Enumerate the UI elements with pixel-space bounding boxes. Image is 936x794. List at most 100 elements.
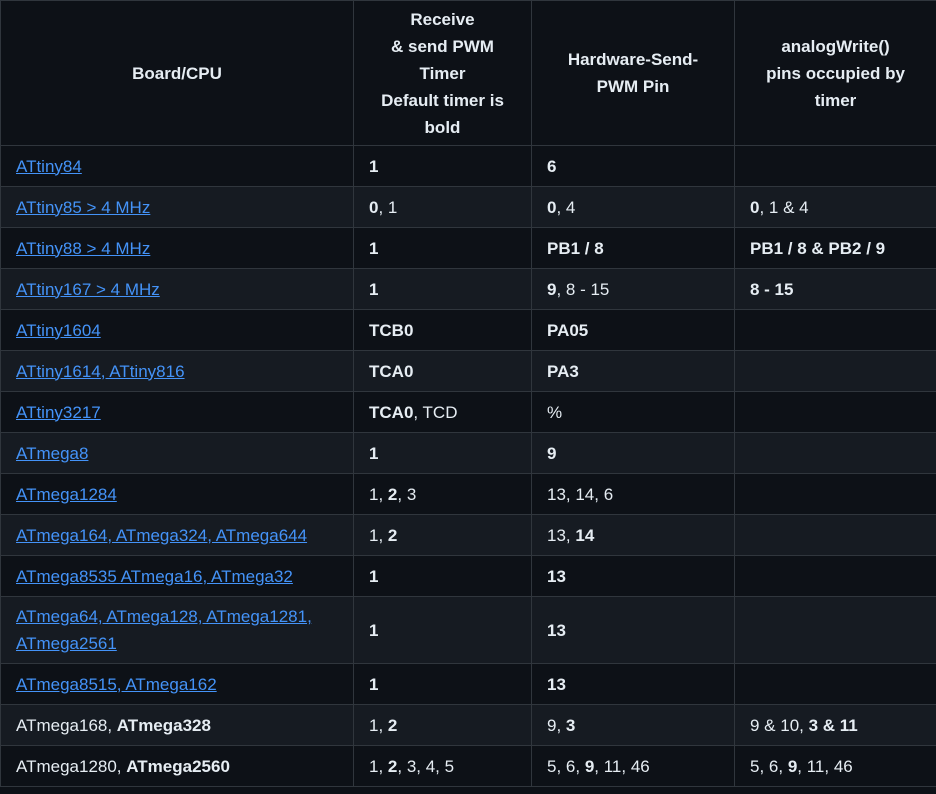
analogwrite-cell <box>734 514 936 556</box>
bold-value: 9 <box>547 279 557 299</box>
table-body: ATtiny84 1 6 ATtiny85 > 4 MHz 0, 1 0, 4 0, 1 &… <box>0 145 936 787</box>
timer-cell: 1 <box>353 596 532 664</box>
header-analogwrite: analogWrite() pins occupied by timer <box>734 0 936 146</box>
board-link[interactable]: ATtiny1614, ATtiny816 <box>16 361 185 381</box>
board-cell: ATtiny3217 <box>0 391 354 433</box>
bold-value: 1 <box>369 238 379 258</box>
value-text: , 1 <box>378 197 398 217</box>
value-text: ATmega168, <box>16 715 117 735</box>
bold-value: 9 <box>584 756 595 776</box>
analogwrite-cell <box>734 473 936 515</box>
timer-cell: 0, 1 <box>353 186 532 228</box>
pin-cell: 9 <box>531 432 735 474</box>
timer-cell: 1 <box>353 145 532 187</box>
table-row: ATmega1280, ATmega2560 1, 2, 3, 4, 5 5, 6,… <box>0 745 936 787</box>
board-link[interactable]: ATmega8535 ATmega16, ATmega32 <box>16 566 293 586</box>
value-text: , 8 - 15 <box>556 279 610 299</box>
bold-value: 3 & 11 <box>808 715 858 735</box>
bold-value: ATmega328 <box>116 715 211 735</box>
bold-value: 3 <box>565 715 576 735</box>
analogwrite-cell <box>734 596 936 664</box>
bold-value: 8 - 15 <box>750 279 794 299</box>
analogwrite-cell: 8 - 15 <box>734 268 936 310</box>
value-text: 13, 14, 6 <box>547 484 614 504</box>
board-cell: ATtiny84 <box>0 145 354 187</box>
analogwrite-cell: 9 & 10, 3 & 11 <box>734 704 936 746</box>
value-text: 1, <box>369 484 388 504</box>
table-row: ATmega8535 ATmega16, ATmega32 1 13 <box>0 555 936 597</box>
board-cell: ATmega164, ATmega324, ATmega644 <box>0 514 354 556</box>
board-link[interactable]: ATmega8 <box>16 443 89 463</box>
board-link[interactable]: ATmega164, ATmega324, ATmega644 <box>16 525 308 545</box>
bold-value: 2 <box>387 756 398 776</box>
value-text: , 1 & 4 <box>759 197 809 217</box>
board-cell: ATmega1280, ATmega2560 <box>0 745 354 787</box>
value-text: 5, 6, <box>547 756 585 776</box>
pin-cell: 9, 8 - 15 <box>531 268 735 310</box>
value-text: , TCD <box>413 402 458 422</box>
board-link[interactable]: ATtiny3217 <box>16 402 101 422</box>
value-text: 13, <box>547 525 576 545</box>
bold-value: 1 <box>369 566 379 586</box>
board-link[interactable]: ATtiny85 > 4 MHz <box>16 197 151 217</box>
analogwrite-cell <box>734 350 936 392</box>
bold-value: 6 <box>547 156 557 176</box>
value-text: , 11, 46 <box>594 756 650 776</box>
bold-value: 2 <box>387 484 398 504</box>
analogwrite-cell <box>734 663 936 705</box>
timer-cell: 1, 2, 3, 4, 5 <box>353 745 532 787</box>
board-link[interactable]: ATmega8515, ATmega162 <box>16 674 217 694</box>
pin-cell: 13 <box>531 596 735 664</box>
pin-cell: PA05 <box>531 309 735 351</box>
pin-cell: 13, 14 <box>531 514 735 556</box>
pin-cell: 5, 6, 9, 11, 46 <box>531 745 735 787</box>
value-text: 1, <box>369 756 388 776</box>
bold-value: 0 <box>547 197 557 217</box>
value-text: , 3, 4, 5 <box>397 756 455 776</box>
pin-cell: 9, 3 <box>531 704 735 746</box>
board-link[interactable]: ATtiny88 > 4 MHz <box>16 238 151 258</box>
board-link[interactable]: ATmega64, ATmega128, ATmega1281, ATmega25… <box>16 607 312 653</box>
timer-cell: 1 <box>353 268 532 310</box>
board-cell: ATmega1284 <box>0 473 354 515</box>
board-link[interactable]: ATmega1284 <box>16 484 117 504</box>
bold-value: 1 <box>369 443 379 463</box>
value-text: 9, <box>547 715 566 735</box>
bold-value: 9 <box>787 756 798 776</box>
bold-value: PB1 / 8 <box>547 238 604 258</box>
analogwrite-cell <box>734 432 936 474</box>
value-text: 1, <box>369 715 388 735</box>
timer-cell: TCA0, TCD <box>353 391 532 433</box>
board-cell: ATmega168, ATmega328 <box>0 704 354 746</box>
bold-value: 9 <box>547 443 557 463</box>
value-text: % <box>547 402 563 422</box>
value-text: , 11, 46 <box>797 756 853 776</box>
analogwrite-cell <box>734 309 936 351</box>
board-link[interactable]: ATtiny167 > 4 MHz <box>16 279 160 299</box>
value-text: 5, 6, <box>750 756 788 776</box>
bold-value: TCA0 <box>369 402 414 422</box>
board-cell: ATmega8535 ATmega16, ATmega32 <box>0 555 354 597</box>
board-cell: ATmega8 <box>0 432 354 474</box>
table-row: ATtiny84 1 6 <box>0 145 936 187</box>
board-cell: ATtiny167 > 4 MHz <box>0 268 354 310</box>
bold-value: 1 <box>369 279 379 299</box>
table-row: ATtiny3217 TCA0, TCD% <box>0 391 936 433</box>
table-row: ATmega8 1 9 <box>0 432 936 474</box>
table-row: ATmega164, ATmega324, ATmega644 1, 2 13, 1… <box>0 514 936 556</box>
analogwrite-cell: 0, 1 & 4 <box>734 186 936 228</box>
bold-value: 13 <box>547 674 566 694</box>
table-row: ATtiny1614, ATtiny816 TCA0 PA3 <box>0 350 936 392</box>
bold-value: 13 <box>547 620 566 640</box>
value-text: ATmega1280, <box>16 756 127 776</box>
board-link[interactable]: ATtiny84 <box>16 156 82 176</box>
board-link[interactable]: ATtiny1604 <box>16 320 101 340</box>
value-text: 1, <box>369 525 388 545</box>
bold-value: 1 <box>369 156 379 176</box>
analogwrite-cell <box>734 391 936 433</box>
pin-cell: % <box>531 391 735 433</box>
board-cell: ATtiny88 > 4 MHz <box>0 227 354 269</box>
pin-cell: PB1 / 8 <box>531 227 735 269</box>
bold-value: TCA0 <box>369 361 414 381</box>
